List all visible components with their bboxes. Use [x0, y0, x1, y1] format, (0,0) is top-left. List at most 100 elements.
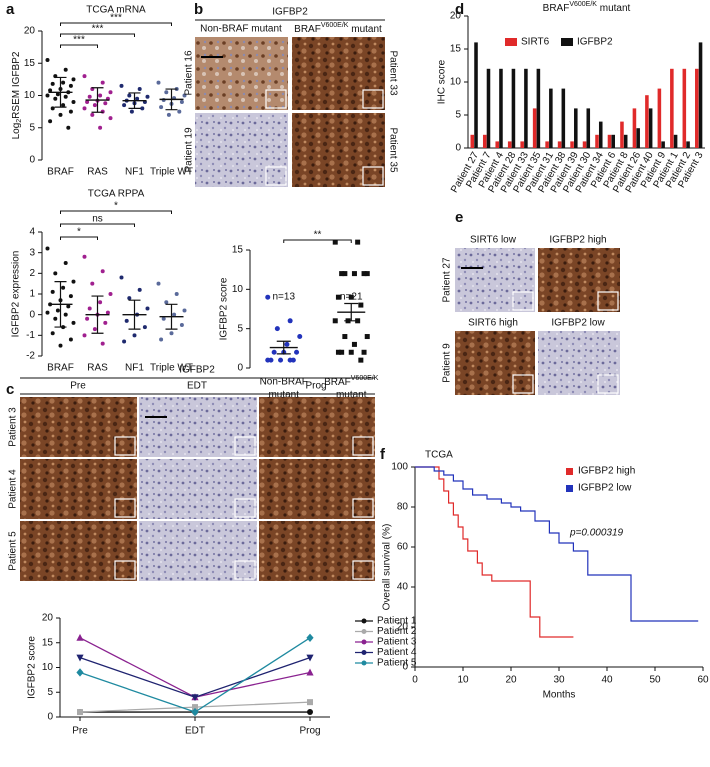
micrograph-inset: [234, 436, 256, 456]
point: [135, 96, 140, 101]
y-tick-label: 10: [450, 77, 462, 88]
micrograph-inset: [114, 436, 136, 456]
point: [169, 331, 174, 336]
row-label: Patient 3: [8, 407, 19, 447]
bar: [474, 42, 478, 148]
point: [166, 112, 171, 117]
x-tick-label: Triple WT: [150, 167, 193, 178]
bar: [586, 108, 591, 148]
bar: [507, 141, 512, 148]
x-tick-label: Pre: [72, 726, 88, 737]
point: [50, 81, 55, 86]
x-tick-label: 40: [601, 675, 613, 686]
y-axis-label: Log2RSEM IGFBP2: [11, 51, 24, 139]
point: [364, 271, 370, 277]
survival-curve: [415, 466, 574, 638]
chart-title: BRAFV600E/K mutant: [543, 1, 631, 13]
legend-label: Patient 1: [377, 616, 417, 627]
point: [339, 271, 345, 277]
point: [265, 357, 271, 363]
point: [61, 103, 66, 108]
point: [103, 101, 108, 106]
point: [100, 269, 105, 274]
x-axis-label: Months: [543, 690, 576, 701]
y-tick-label: 3: [29, 247, 35, 258]
point: [45, 58, 50, 63]
point: [50, 331, 55, 336]
bar: [648, 108, 653, 148]
point: [287, 318, 293, 324]
point: [297, 334, 303, 340]
significance-label: **: [314, 230, 322, 241]
bar: [661, 141, 665, 148]
point: [179, 99, 184, 104]
bracket: [60, 210, 172, 214]
micrograph-inset: [352, 560, 374, 580]
bar: [620, 121, 624, 148]
count-label: n=21: [340, 292, 363, 303]
bar: [520, 141, 524, 148]
point: [100, 109, 105, 114]
point: [351, 341, 357, 347]
point: [61, 285, 66, 290]
error-bar: [128, 92, 141, 109]
point: [53, 96, 58, 101]
x-tick-label: mutant: [268, 390, 299, 401]
bracket: [60, 236, 98, 240]
point: [145, 94, 150, 99]
point: [159, 105, 164, 110]
x-tick-label: BRAF: [47, 167, 74, 178]
legend-swatch: [561, 38, 573, 46]
point: [98, 300, 103, 305]
point: [351, 271, 357, 277]
point: [119, 275, 124, 280]
point: [348, 294, 354, 300]
point: [307, 709, 313, 716]
y-tick-label: 20: [42, 613, 54, 624]
point: [182, 93, 187, 98]
point: [124, 318, 129, 323]
survival-curve: [415, 466, 699, 622]
row-label: Patient 19: [184, 127, 195, 172]
row-label: Patient 33: [387, 50, 398, 95]
point: [90, 112, 95, 117]
y-tick-label: 20: [397, 622, 409, 633]
point: [76, 668, 84, 677]
point: [355, 239, 361, 245]
y-tick-label: 0: [47, 712, 53, 723]
x-tick-label: BRAFV600E/K: [324, 375, 379, 387]
point: [98, 125, 103, 130]
point: [307, 699, 313, 706]
text-part: mutant: [348, 24, 382, 35]
point: [71, 99, 76, 104]
y-tick-label: 20: [450, 11, 462, 22]
chart-title: TCGA RPPA: [88, 189, 145, 200]
panel-label: f: [380, 446, 386, 463]
x-tick-label: Non-BRAF: [260, 377, 308, 388]
point: [159, 337, 164, 342]
micrograph-inset: [234, 560, 256, 580]
column-label: SIRT6 low: [470, 235, 517, 246]
point: [348, 349, 354, 355]
point: [294, 349, 300, 355]
x-tick-label: RAS: [87, 167, 108, 178]
y-tick-label: 100: [391, 462, 408, 473]
point: [50, 106, 55, 111]
bar: [598, 121, 603, 148]
bar: [470, 134, 475, 148]
point: [332, 318, 338, 324]
point: [361, 271, 367, 277]
point: [358, 302, 364, 308]
y-tick-label: -1: [26, 330, 35, 341]
bar: [582, 141, 587, 148]
y-tick-label: 10: [24, 90, 36, 101]
point: [63, 312, 68, 317]
point: [271, 349, 277, 355]
y-tick-label: 60: [397, 542, 409, 553]
series-line: [79, 656, 311, 698]
micrograph-inset: [597, 374, 619, 394]
micrograph-inset: [597, 291, 619, 311]
point: [61, 80, 66, 85]
column-label: Non-BRAF mutant: [200, 24, 282, 35]
point: [278, 357, 284, 363]
